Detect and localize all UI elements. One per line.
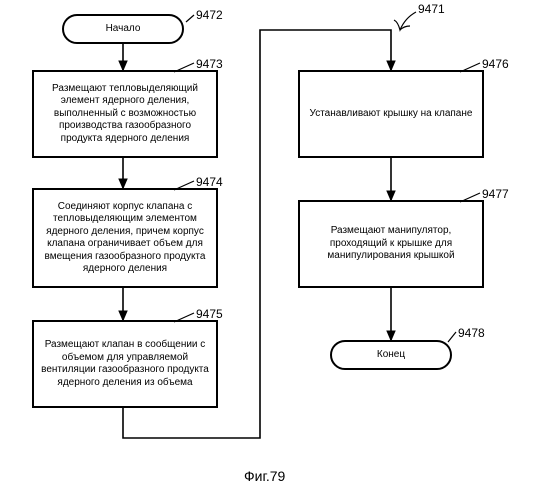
process-2: Соединяют корпус клапана с тепловыделяющ… <box>32 188 218 288</box>
process-3-label: Размещают клапан в сообщении с объемом д… <box>38 339 212 389</box>
process-4-ref: 9476 <box>482 57 509 71</box>
process-5-label: Размещают манипулятор, проходящий к крыш… <box>304 225 478 263</box>
process-5: Размещают манипулятор, проходящий к крыш… <box>298 200 484 288</box>
start-ref: 9472 <box>196 8 223 22</box>
end-ref: 9478 <box>458 326 485 340</box>
end-label: Конец <box>377 349 405 362</box>
process-4: Устанавливают крышку на клапане <box>298 70 484 158</box>
end-node: Конец <box>330 340 452 370</box>
figure-caption: Фиг.79 <box>244 468 285 484</box>
process-3-ref: 9475 <box>196 307 223 321</box>
process-5-ref: 9477 <box>482 187 509 201</box>
figure-ref: 9471 <box>418 2 445 16</box>
process-3: Размещают клапан в сообщении с объемом д… <box>32 320 218 408</box>
start-node: Начало <box>62 14 184 44</box>
process-1-ref: 9473 <box>196 57 223 71</box>
process-1-label: Размещают тепловыделяющий элемент ядерно… <box>38 83 212 146</box>
start-label: Начало <box>106 23 141 36</box>
process-4-label: Устанавливают крышку на клапане <box>310 108 473 121</box>
process-1: Размещают тепловыделяющий элемент ядерно… <box>32 70 218 158</box>
process-2-ref: 9474 <box>196 175 223 189</box>
process-2-label: Соединяют корпус клапана с тепловыделяющ… <box>38 201 212 276</box>
